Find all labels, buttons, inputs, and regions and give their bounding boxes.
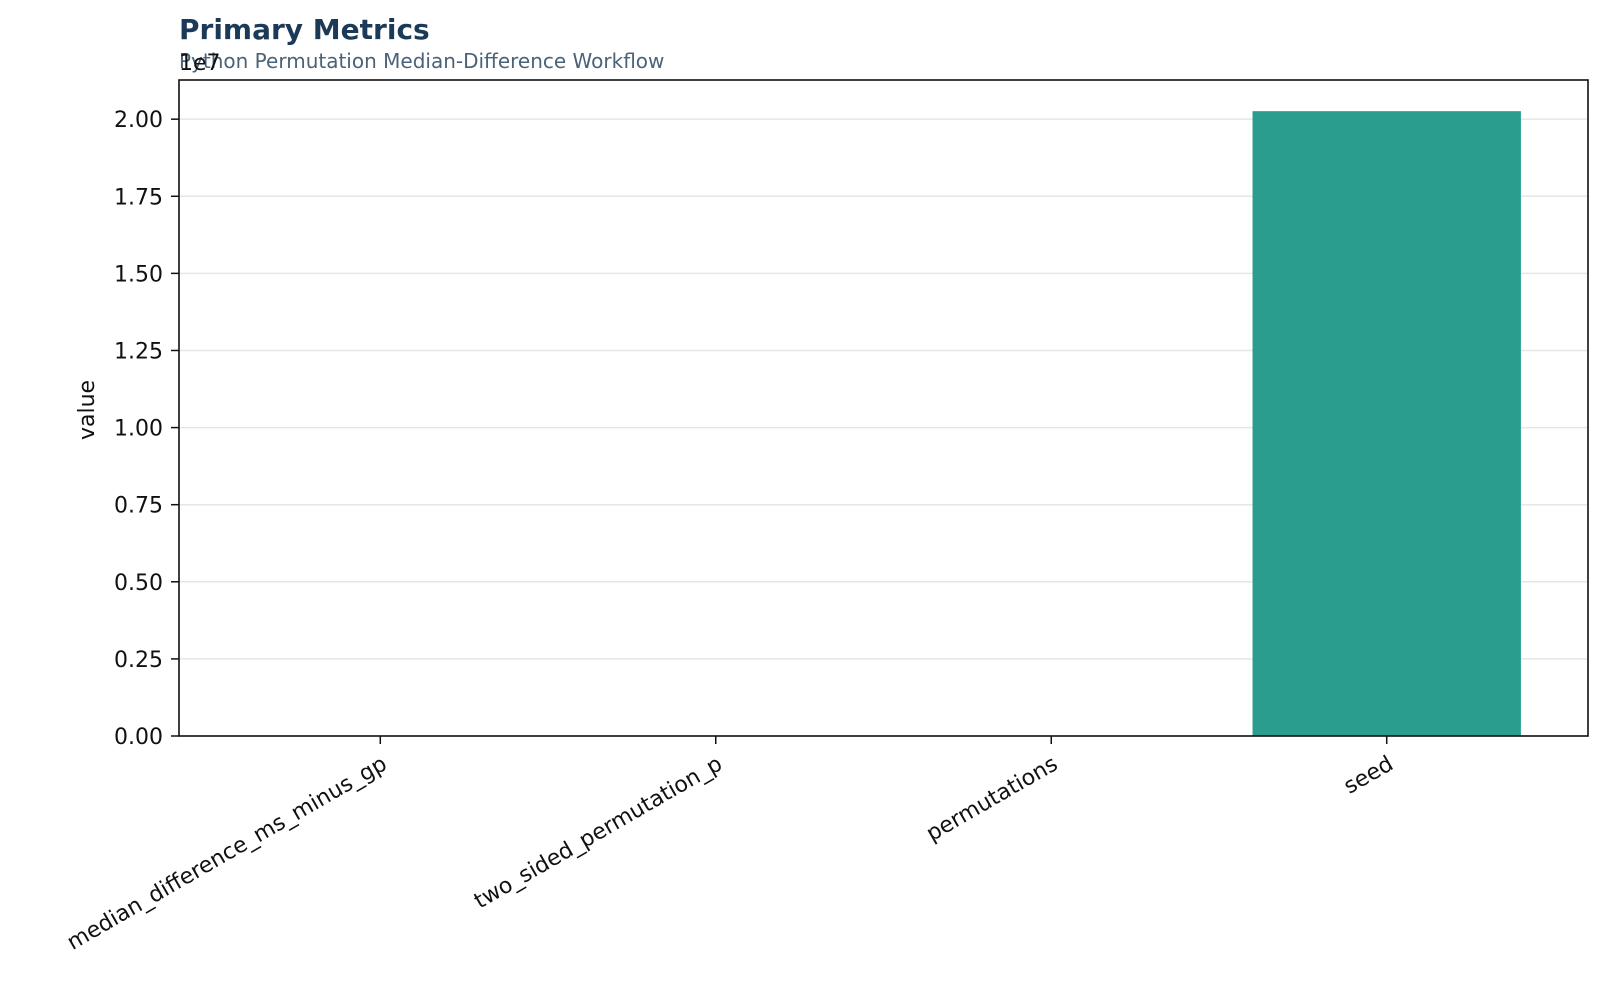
y-tick-label: 1.00 — [114, 417, 163, 442]
y-tick-label: 1.25 — [114, 339, 163, 364]
y-axis: 0.00 0.25 0.50 0.75 1.00 1.25 1.50 1.75 2.00 — [114, 108, 179, 750]
y-tick-label: 0.75 — [114, 494, 163, 519]
x-axis: median_difference_ms_minus_gp two_sided_p… — [63, 736, 1398, 956]
y-tick-label: 1.50 — [114, 262, 163, 287]
x-tick-label: seed — [1340, 752, 1398, 800]
y-tick-label: 2.00 — [114, 108, 163, 133]
plot-frame — [178, 79, 1589, 737]
x-tick-label: two_sided_permutation_p — [470, 752, 727, 915]
bar-seed — [1252, 111, 1521, 737]
bar-layer — [917, 111, 1521, 737]
y-tick-label: 0.25 — [114, 648, 163, 673]
y-axis-offset-label: 1e7 — [179, 51, 221, 76]
x-tick-label: permutations — [922, 752, 1062, 847]
y-axis-label: value — [75, 380, 100, 440]
y-tick-label: 0.00 — [114, 725, 163, 750]
chart-subtitle: Python Permutation Median-Difference Wor… — [179, 49, 664, 73]
chart-title: Primary Metrics — [179, 13, 430, 46]
x-tick-label: median_difference_ms_minus_gp — [63, 752, 391, 956]
y-tick-label: 1.75 — [114, 185, 163, 210]
y-tick-label: 0.50 — [114, 571, 163, 596]
grid-layer — [179, 118, 1588, 737]
